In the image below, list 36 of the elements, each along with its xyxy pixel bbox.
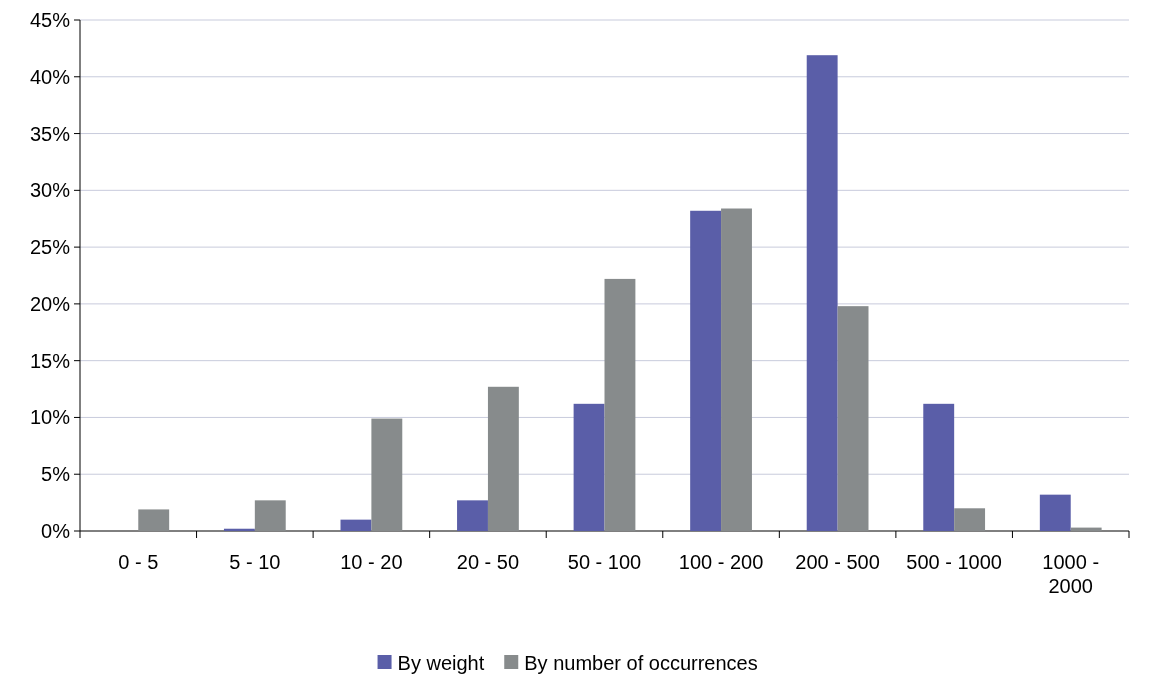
legend-label: By weight <box>397 652 485 674</box>
y-tick-label: 15% <box>29 349 71 372</box>
y-tick-label: 40% <box>29 65 71 88</box>
y-tick-label: 45% <box>29 9 71 31</box>
bar <box>604 278 636 531</box>
bar <box>954 508 986 531</box>
bar <box>138 509 170 531</box>
y-tick-label: 0% <box>41 520 71 542</box>
legend-label: By number of occurrences <box>524 652 758 674</box>
bar <box>340 519 372 531</box>
x-tick-label: 5 - 10 <box>229 551 281 573</box>
x-tick-label: 1000 - 2000 <box>1042 551 1100 597</box>
bar <box>371 418 403 531</box>
bar <box>1039 494 1071 531</box>
y-tick-label: 25% <box>29 236 71 259</box>
x-tick-label: 0 - 5 <box>118 551 159 573</box>
x-tick-label: 20 - 50 <box>456 551 520 573</box>
x-tick-label: 200 - 500 <box>795 551 880 573</box>
x-tick-label: 50 - 100 <box>567 551 642 573</box>
bar <box>806 55 838 531</box>
bar <box>573 403 605 531</box>
bar <box>923 403 955 531</box>
y-tick-label: 35% <box>29 122 71 145</box>
y-tick-label: 10% <box>29 406 71 429</box>
bar <box>457 500 488 531</box>
x-tick-label: 10 - 20 <box>340 551 403 573</box>
x-tick-label: 500 - 1000 <box>906 551 1002 573</box>
y-tick-label: 5% <box>41 463 71 486</box>
bar <box>487 386 519 531</box>
bar <box>721 208 752 531</box>
bar <box>690 210 722 531</box>
bar <box>254 500 286 531</box>
y-tick-label: 20% <box>29 292 71 315</box>
x-tick-label: 100 - 200 <box>678 551 764 573</box>
bar <box>837 306 869 531</box>
y-tick-label: 30% <box>29 179 71 202</box>
